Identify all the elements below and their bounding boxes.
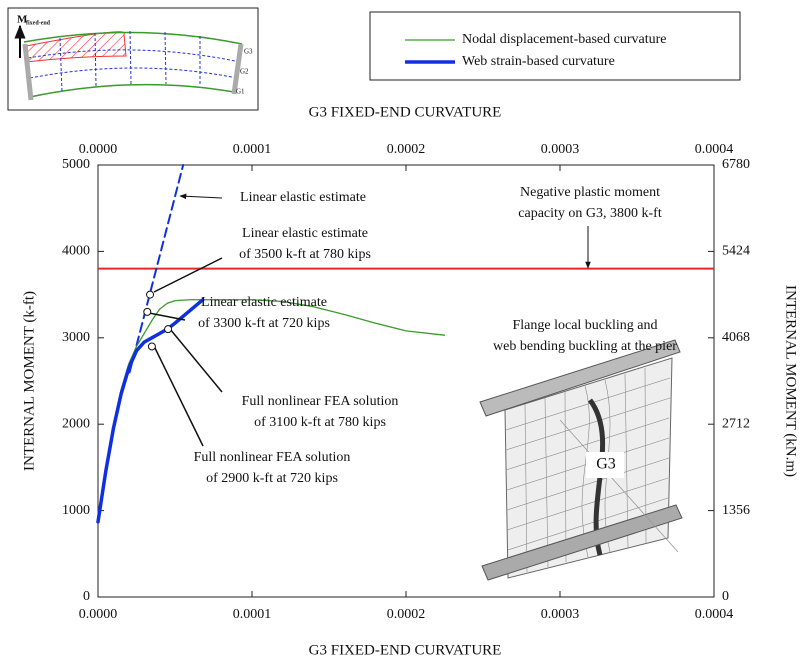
y-tick-label: 3000 bbox=[62, 330, 90, 345]
y2-tick-label: 5424 bbox=[722, 244, 750, 259]
x2-tick-label: 0.0004 bbox=[695, 142, 734, 157]
x-tick-label: 0.0001 bbox=[233, 607, 272, 622]
y2-tick-label: 1356 bbox=[722, 503, 750, 518]
x2-tick-label: 0.0002 bbox=[387, 142, 426, 157]
y2-tick-label: 2712 bbox=[722, 416, 750, 431]
x-tick-label: 0.0002 bbox=[387, 607, 426, 622]
marked-point bbox=[148, 343, 155, 350]
legend-label: Nodal displacement-based curvature bbox=[462, 32, 666, 47]
annotation-text: of 3100 k-ft at 780 kips bbox=[254, 415, 386, 430]
marked-point bbox=[165, 326, 172, 333]
annotation-text: capacity on G3, 3800 k-ft bbox=[518, 206, 662, 221]
x-tick-label: 0.0004 bbox=[695, 607, 734, 622]
page: {"chart_data": { "type": "line", "x_labe… bbox=[0, 0, 810, 670]
annotation-text: Linear elastic estimate bbox=[240, 190, 366, 205]
y-tick-label: 4000 bbox=[62, 244, 90, 259]
annotation-text: Linear elastic estimate bbox=[201, 295, 327, 310]
annotation-leader bbox=[170, 329, 222, 392]
legend-label: Web strain-based curvature bbox=[462, 54, 615, 69]
annotation-text: web bending buckling at the pier bbox=[493, 339, 677, 354]
y-tick-label: 2000 bbox=[62, 416, 90, 431]
x-axis-title: G3 FIXED-END CURVATURE bbox=[309, 642, 502, 658]
y-tick-label: 1000 bbox=[62, 503, 90, 518]
x-tick-label: 0.0003 bbox=[541, 607, 580, 622]
x2-tick-label: 0.0001 bbox=[233, 142, 272, 157]
y-tick-label: 5000 bbox=[62, 157, 90, 172]
annotation-text: of 2900 k-ft at 720 kips bbox=[206, 471, 338, 486]
inset-moment-subscript: fixed-end bbox=[26, 20, 51, 26]
y2-tick-label: 0 bbox=[722, 589, 729, 604]
annotation-text: Full nonlinear FEA solution bbox=[242, 394, 399, 409]
y-tick-label: 0 bbox=[83, 589, 90, 604]
series-line bbox=[98, 300, 445, 522]
annotation-arrow bbox=[180, 196, 222, 198]
fea-label: G3 bbox=[596, 456, 616, 473]
annotation-text: Full nonlinear FEA solution bbox=[194, 450, 351, 465]
y2-tick-label: 6780 bbox=[722, 157, 750, 172]
x2-tick-label: 0.0000 bbox=[79, 142, 118, 157]
marked-point bbox=[144, 308, 151, 315]
annotation-text: of 3300 k-ft at 720 kips bbox=[198, 316, 330, 331]
marked-point bbox=[147, 291, 154, 298]
y2-tick-label: 4068 bbox=[722, 330, 750, 345]
inset-girder-label: G1 bbox=[236, 88, 245, 96]
y-axis-title: INTERNAL MOMENT (k-ft) bbox=[21, 291, 37, 471]
annotation-text: Linear elastic estimate bbox=[242, 226, 368, 241]
x2-tick-label: 0.0003 bbox=[541, 142, 580, 157]
chart: G3 FIXED-END CURVATURE G3 FIXED-END CURV… bbox=[0, 0, 810, 665]
fea-image bbox=[480, 340, 682, 580]
x-tick-label: 0.0000 bbox=[79, 607, 118, 622]
annotation-text: Flange local buckling and bbox=[512, 318, 657, 333]
top-axis-title: G3 FIXED-END CURVATURE bbox=[309, 104, 502, 120]
inset-girder-label: G3 bbox=[244, 48, 253, 56]
inset-girder-label: G2 bbox=[240, 68, 249, 76]
annotation-leader bbox=[154, 258, 222, 292]
series-line bbox=[98, 300, 203, 522]
annotation-text: Negative plastic moment bbox=[520, 185, 660, 200]
y2-axis-title: INTERNAL MOMENT (kN.m) bbox=[783, 285, 799, 477]
annotation-text: of 3500 k-ft at 780 kips bbox=[239, 247, 371, 262]
